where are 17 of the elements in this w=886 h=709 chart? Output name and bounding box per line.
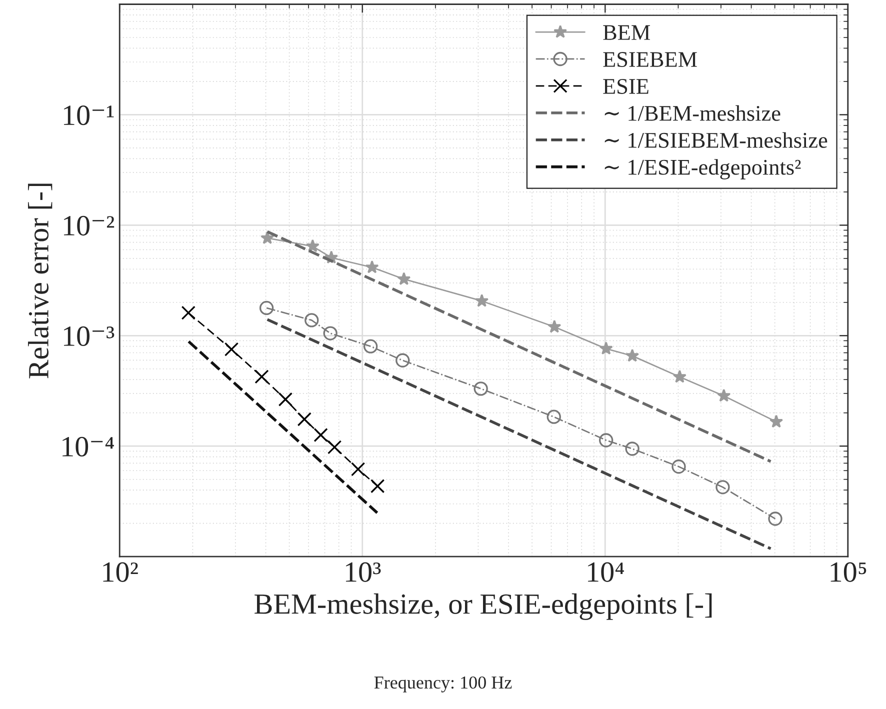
y-tick-label: 10⁻³ (64, 326, 114, 346)
legend-label: BEM (603, 25, 650, 40)
x-tick-label: 10⁴ (588, 562, 624, 582)
y-tick-label: 10⁻⁴ (62, 436, 114, 457)
x-axis-title: BEM-meshsize, or ESIE-edgepoints [-] (254, 593, 712, 620)
x-tick-label: 10² (103, 562, 138, 582)
legend-label: ESIE (603, 79, 648, 94)
legend-label: ∼ 1/BEM-meshsize (604, 105, 780, 121)
x-tick-label: 10⁵ (830, 562, 866, 582)
legend-label: ESIEBEM (603, 52, 697, 67)
x-tick-label: 10³ (346, 562, 381, 582)
legend-label: ∼ 1/ESIE-edgepoints² (604, 159, 801, 180)
legend-label: ∼ 1/ESIEBEM-meshsize (604, 132, 828, 148)
y-axis-title: Relative error [-] (28, 184, 52, 378)
y-tick-label: 10⁻¹ (64, 105, 114, 126)
text: Frequency: 100 Hz (374, 676, 512, 692)
y-tick-label: 10⁻² (64, 216, 114, 236)
